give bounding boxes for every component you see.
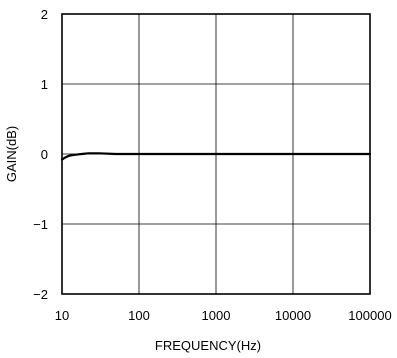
data-series <box>60 152 372 161</box>
y-tick-label: 2 <box>41 7 48 22</box>
x-tick-label: 10000 <box>275 308 311 323</box>
y-tick-label: −1 <box>33 217 48 232</box>
x-tick-label: 100 <box>128 308 150 323</box>
x-axis-label: FREQUENCY(Hz) <box>155 338 261 353</box>
y-tick-label: −2 <box>33 287 48 302</box>
y-axis-label: GAIN(dB) <box>4 126 19 182</box>
y-axis-tick-labels: −2 −1 0 1 2 <box>33 7 48 302</box>
y-tick-label: 1 <box>41 77 48 92</box>
x-tick-label: 100000 <box>348 308 391 323</box>
plot-area-border <box>61 13 371 295</box>
x-tick-label: 1000 <box>202 308 231 323</box>
y-tick-label: 0 <box>41 147 48 162</box>
gain-series-line <box>60 152 372 161</box>
x-axis-tick-labels: 10 100 1000 10000 100000 <box>55 308 392 323</box>
x-tick-label: 10 <box>55 308 69 323</box>
